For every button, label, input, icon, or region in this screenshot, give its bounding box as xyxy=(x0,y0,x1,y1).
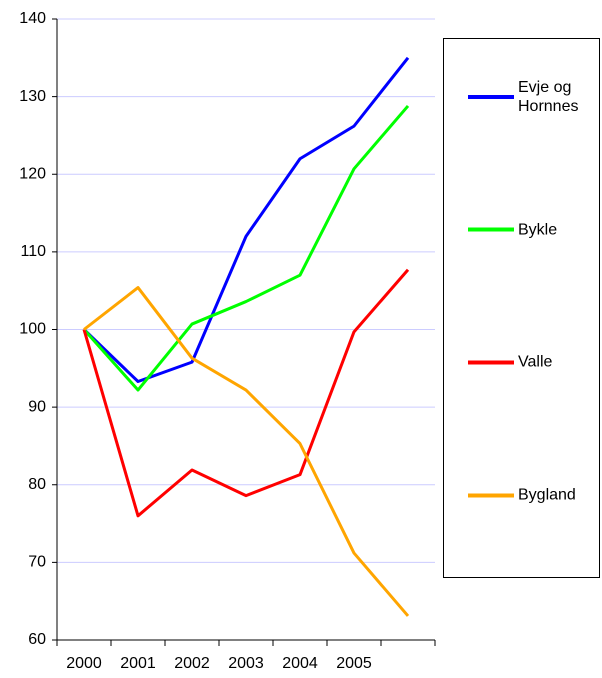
y-tick-label: 110 xyxy=(20,243,46,260)
y-tick-label: 90 xyxy=(28,398,46,415)
legend-swatch xyxy=(468,493,514,498)
legend-item: Bykle xyxy=(468,220,600,239)
y-tick-label: 60 xyxy=(28,631,46,648)
y-tick-label: 70 xyxy=(28,554,46,571)
x-tick-label: 2001 xyxy=(120,655,156,672)
legend-label: Bygland xyxy=(518,486,576,504)
y-tick-label: 120 xyxy=(19,165,46,182)
legend-item: Valle xyxy=(468,353,600,372)
y-tick-label: 130 xyxy=(19,88,46,105)
x-tick-label: 2003 xyxy=(228,655,264,672)
x-tick-label: 2005 xyxy=(336,655,372,672)
legend-label: Valle xyxy=(518,353,553,371)
legend-label: Evje og Hornnes xyxy=(518,79,579,115)
series-line xyxy=(82,104,410,392)
series-line xyxy=(83,286,410,617)
legend-item: Evje og Hornnes xyxy=(468,78,600,116)
legend-swatch xyxy=(468,227,514,232)
x-tick-label: 2004 xyxy=(282,655,318,672)
legend: Evje og Hornnes Bykle Valle Bygland xyxy=(443,38,600,578)
series-line xyxy=(82,56,410,384)
legend-swatch xyxy=(468,360,514,365)
x-tick-label: 2000 xyxy=(66,655,102,672)
x-tick-label: 2002 xyxy=(174,655,210,672)
legend-swatch xyxy=(468,95,514,99)
legend-item: Bygland xyxy=(468,486,600,505)
legend-label: Bykle xyxy=(518,221,558,239)
y-tick-label: 100 xyxy=(19,321,46,338)
series-line xyxy=(82,268,410,518)
y-tick-label: 80 xyxy=(28,476,46,493)
y-tick-label: 140 xyxy=(19,10,46,27)
